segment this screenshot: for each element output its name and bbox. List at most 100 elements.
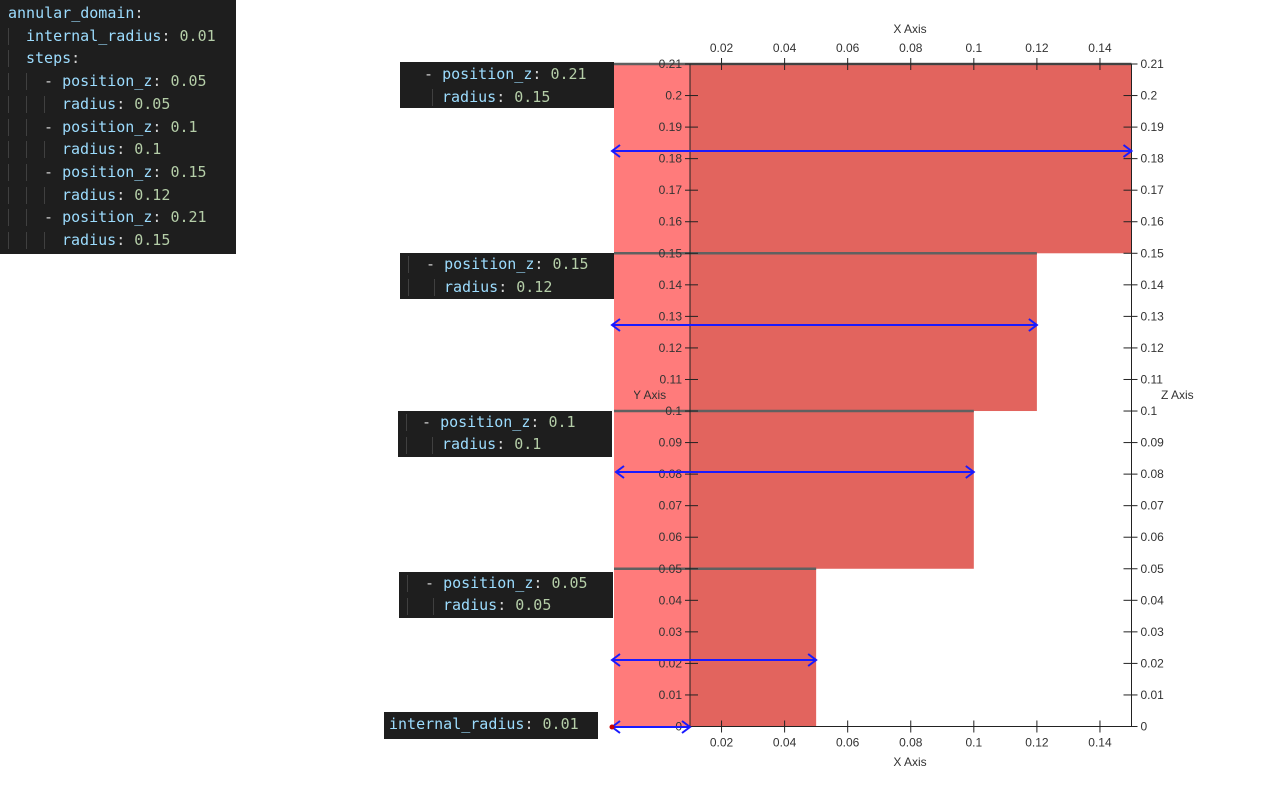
label-value: 0.01 xyxy=(542,715,579,733)
label-value: 0.05 xyxy=(551,574,588,592)
z-tick-label-left: 0.21 xyxy=(659,57,683,71)
x-tick-label-bottom: 0.02 xyxy=(710,736,734,750)
step-label-z-0.05: - position_z: 0.05 radius: 0.05 xyxy=(399,572,613,618)
config-key: steps xyxy=(26,49,72,68)
z-tick-label-left: 0.17 xyxy=(659,183,683,197)
internal-radius-label: internal_radius: 0.01 xyxy=(384,712,598,739)
indent-guide xyxy=(8,73,9,91)
indent-guide xyxy=(8,50,9,68)
z-tick-label-right: 0.08 xyxy=(1141,467,1165,481)
indent-guide xyxy=(8,209,9,227)
z-tick-label-right: 0.16 xyxy=(1141,215,1165,229)
arrow-head-left xyxy=(610,318,621,332)
z-tick-label-left: 0.11 xyxy=(660,372,683,386)
x-tick-label-top: 0.12 xyxy=(1025,41,1049,55)
label-value: 0.1 xyxy=(548,413,576,431)
step-region xyxy=(690,568,817,727)
indent-guide xyxy=(8,27,9,45)
x-tick-label-top: 0.04 xyxy=(773,41,797,55)
label-key: position_z xyxy=(440,413,531,431)
config-key: position_z xyxy=(62,117,153,136)
z-tick-label-right: 0.18 xyxy=(1141,152,1165,166)
config-value: 0.05 xyxy=(170,72,207,91)
indent-guide xyxy=(26,209,27,227)
indent-guide xyxy=(44,141,45,159)
indent-guide xyxy=(44,186,45,204)
z-tick-label-left: 0.02 xyxy=(659,656,683,670)
z-tick-label-left: 0.16 xyxy=(659,215,683,229)
indent-guide xyxy=(8,118,9,136)
arrow-head-left xyxy=(614,465,625,479)
z-tick-label-right: 0.12 xyxy=(1141,341,1165,355)
z-tick-label-left: 0.06 xyxy=(659,530,683,544)
indent-guide xyxy=(26,118,27,136)
z-tick-label-right: 0.09 xyxy=(1141,436,1165,450)
x-tick-label-top: 0.02 xyxy=(710,41,734,55)
config-line: annular_domain: xyxy=(8,4,144,22)
z-tick-label-left: 0.07 xyxy=(659,499,683,513)
config-key: position_z xyxy=(62,162,153,181)
label-key: radius xyxy=(442,88,497,106)
indent-guide xyxy=(8,186,9,204)
x-tick-label-bottom: 0.04 xyxy=(773,736,797,750)
arrow-head-right xyxy=(1028,318,1039,332)
indent-guide xyxy=(8,163,9,181)
arrow-head-right xyxy=(681,720,692,734)
indent-guide xyxy=(44,232,45,249)
x-tick-label-top: 0.06 xyxy=(836,41,860,55)
y-axis-title: Y Axis xyxy=(633,388,666,402)
z-tick-label-left: 0.14 xyxy=(659,278,683,292)
config-line: - position_z: 0.15 xyxy=(44,162,207,181)
radius-arrow-step-1 xyxy=(610,653,818,667)
config-line: internal_radius: 0.01 xyxy=(26,26,216,45)
z-axis-title-right: Z Axis xyxy=(1161,388,1194,402)
z-tick-label-left: 0.1 xyxy=(665,404,682,418)
z-tick-label-left: 0.08 xyxy=(659,467,683,481)
x-tick-label-top: 0.14 xyxy=(1088,41,1112,55)
z-tick-label-left: 0.15 xyxy=(659,246,683,260)
label-value: 0.05 xyxy=(515,596,552,614)
z-tick-label-right: 0.14 xyxy=(1141,278,1165,292)
radius-arrow-step-4 xyxy=(610,144,1134,158)
x-axis-title-bottom: X Axis xyxy=(893,755,926,769)
config-line: steps: xyxy=(26,49,81,68)
z-tick-label-right: 0.03 xyxy=(1141,625,1165,639)
config-line: radius: 0.1 xyxy=(62,140,162,159)
step-region xyxy=(690,411,974,569)
z-tick-label-left: 0.04 xyxy=(659,593,683,607)
label-key: internal_radius xyxy=(389,715,525,733)
arrow-head-left xyxy=(610,144,621,158)
config-value: 0.12 xyxy=(134,185,171,204)
config-value: 0.05 xyxy=(134,94,171,113)
z-tick-label-left: 0.09 xyxy=(659,436,683,450)
indent-guide xyxy=(26,95,27,113)
z-tick-label-right: 0.01 xyxy=(1141,688,1165,702)
config-key: radius xyxy=(62,140,117,159)
z-tick-label-right: 0.2 xyxy=(1141,89,1158,103)
step-label-z-0.1: - position_z: 0.1 radius: 0.1 xyxy=(398,411,612,457)
config-value: 0.15 xyxy=(170,162,207,181)
inner-radius-region xyxy=(614,64,690,727)
z-tick-label-left: 0.2 xyxy=(665,89,682,103)
config-value: 0.1 xyxy=(170,117,198,136)
yaml-config-panel: annular_domain: internal_radius: 0.01 step… xyxy=(0,0,236,254)
config-value: 0.21 xyxy=(170,208,207,227)
config-line: - position_z: 0.21 xyxy=(44,208,207,227)
z-tick-label-right: 0.19 xyxy=(1141,120,1165,134)
z-tick-label-left: 0.18 xyxy=(659,152,683,166)
config-key: internal_radius xyxy=(26,26,162,45)
indent-guide xyxy=(8,95,9,113)
x-tick-label-bottom: 0.14 xyxy=(1088,736,1112,750)
step-region xyxy=(690,64,1132,254)
config-key: radius xyxy=(62,231,117,249)
x-tick-label-top: 0.1 xyxy=(965,41,982,55)
indent-guide xyxy=(26,73,27,91)
label-key: radius xyxy=(444,278,499,296)
config-line: - position_z: 0.1 xyxy=(44,117,198,136)
z-tick-label-left: 0.01 xyxy=(659,688,683,702)
config-line: radius: 0.05 xyxy=(62,94,171,113)
origin-point xyxy=(609,724,615,730)
label-key: radius xyxy=(443,596,498,614)
radius-arrow-step-3 xyxy=(610,318,1039,332)
